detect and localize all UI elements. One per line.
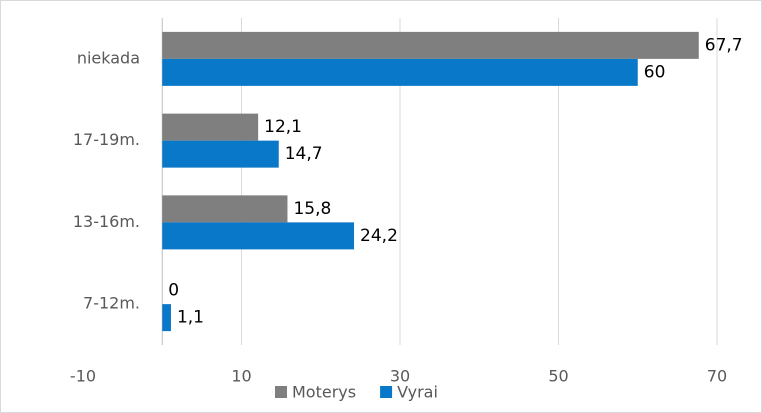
bar xyxy=(162,58,638,86)
bar xyxy=(162,140,279,168)
data-label: 1,1 xyxy=(177,308,204,328)
bar xyxy=(162,195,288,223)
legend-label: Vyrai xyxy=(397,383,438,402)
legend-label: Moterys xyxy=(292,383,356,402)
x-tick-label: 50 xyxy=(548,367,568,386)
y-tick-label: 17-19m. xyxy=(73,130,140,149)
data-label: 0 xyxy=(168,281,179,301)
bar xyxy=(162,222,355,250)
bar xyxy=(162,31,699,59)
x-tick-label: 10 xyxy=(231,367,251,386)
bar xyxy=(162,304,171,332)
data-label: 12,1 xyxy=(264,117,302,137)
y-tick-label: 13-16m. xyxy=(73,212,140,231)
data-label: 24,2 xyxy=(360,226,398,246)
bar xyxy=(162,113,259,141)
legend-swatch xyxy=(380,386,393,398)
x-tick-label: 30 xyxy=(390,367,410,386)
y-tick-label: 7-12m. xyxy=(83,294,140,313)
data-label: 67,7 xyxy=(705,35,743,55)
x-tick-label: 70 xyxy=(707,367,727,386)
x-tick-label: -10 xyxy=(70,367,96,386)
y-tick-label: niekada xyxy=(77,48,140,67)
data-label: 15,8 xyxy=(293,199,331,219)
data-label: 14,7 xyxy=(285,144,323,164)
data-label: 60 xyxy=(644,62,666,82)
legend-swatch xyxy=(275,386,287,398)
